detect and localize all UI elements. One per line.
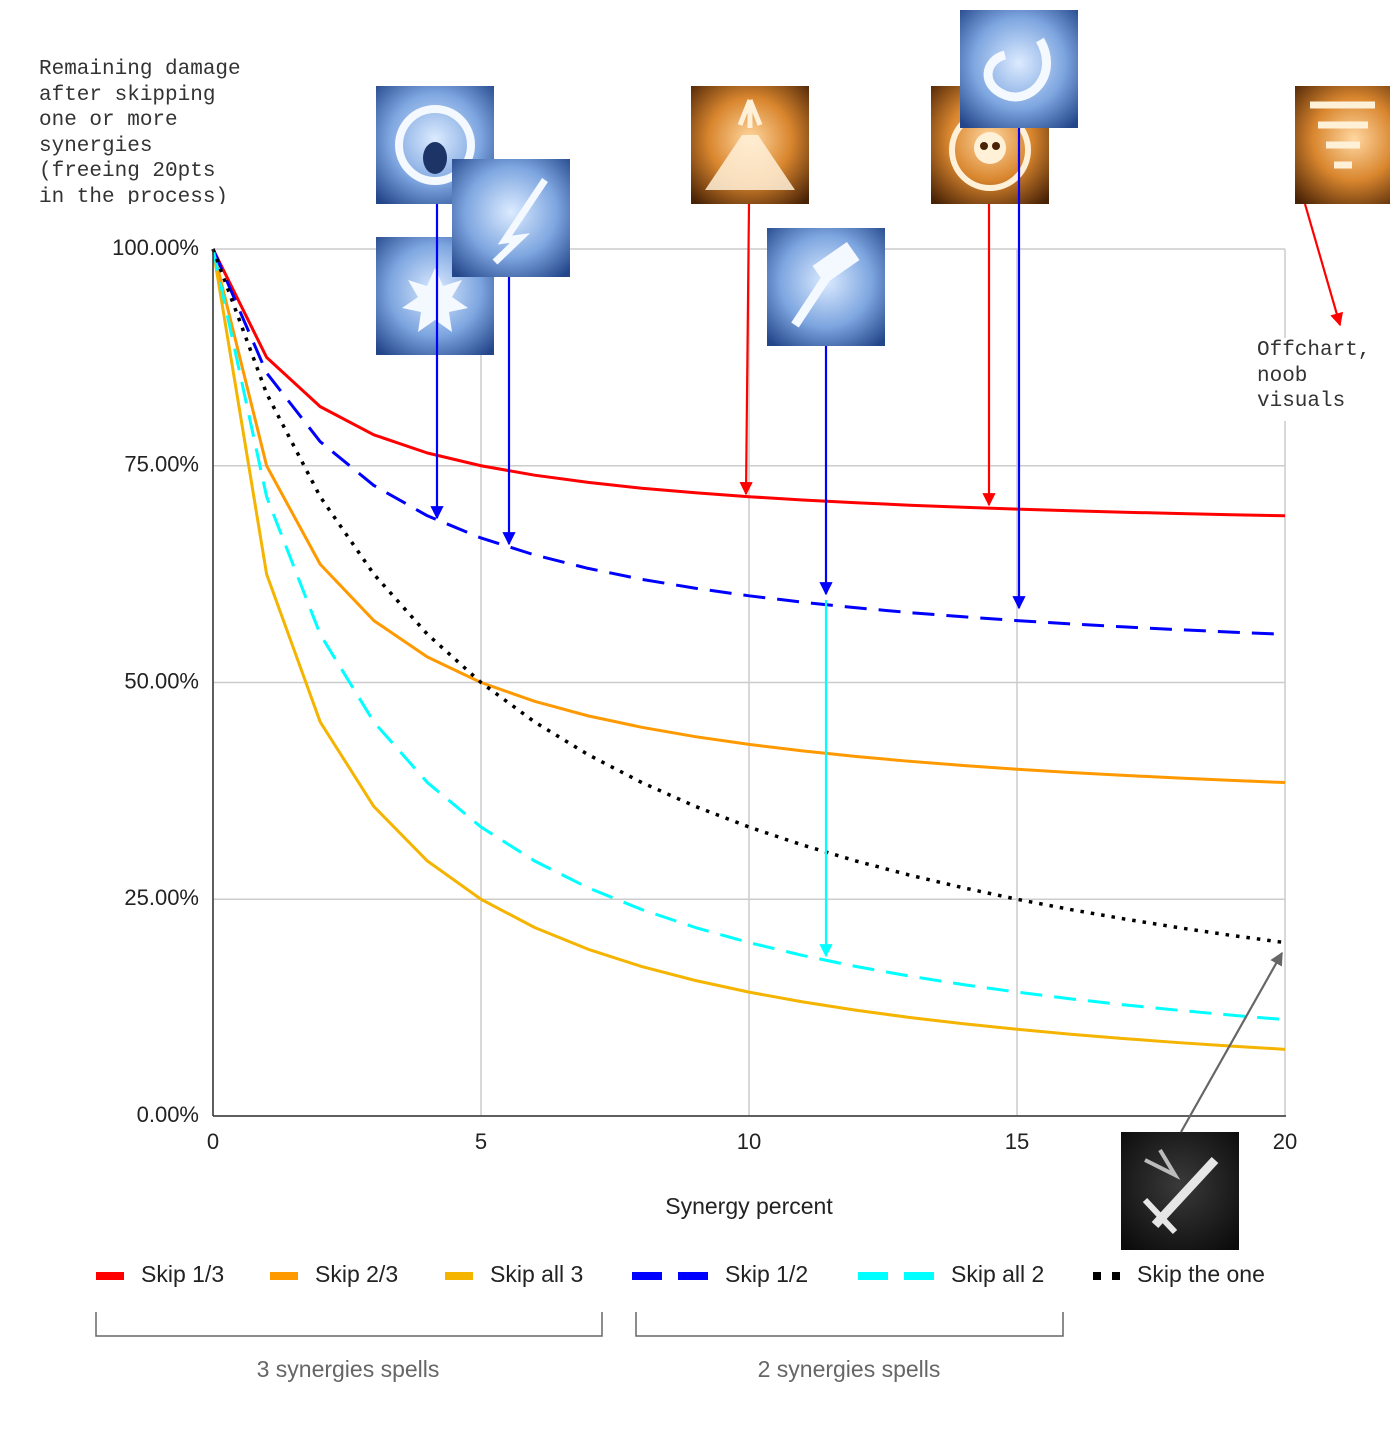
x-tick-label: 15 bbox=[1005, 1129, 1029, 1154]
series-line bbox=[211, 248, 1286, 518]
y-tick-label: 100.00% bbox=[112, 235, 199, 260]
legend-label: Skip all 3 bbox=[490, 1261, 583, 1287]
series-line bbox=[211, 248, 1286, 785]
series-line bbox=[211, 248, 1286, 1051]
plot-lines bbox=[211, 248, 1286, 1051]
group-label: 2 synergies spells bbox=[758, 1356, 941, 1382]
icon-hammer bbox=[767, 228, 885, 346]
grid bbox=[212, 248, 1286, 1117]
y-tick-label: 75.00% bbox=[124, 452, 199, 477]
annotation: Remaining damage after skipping one or m… bbox=[39, 58, 241, 204]
legend-label: Skip all 2 bbox=[951, 1261, 1044, 1287]
x-tick-label: 5 bbox=[475, 1129, 487, 1154]
legend-label: Skip 2/3 bbox=[315, 1261, 398, 1287]
x-tick-label: 0 bbox=[207, 1129, 219, 1154]
series-line bbox=[211, 248, 1286, 1022]
legend-label: Skip 1/2 bbox=[725, 1261, 808, 1287]
legend-label: Skip the one bbox=[1137, 1261, 1265, 1287]
y-tick-label: 25.00% bbox=[124, 885, 199, 910]
legend-label: Skip 1/3 bbox=[141, 1261, 224, 1287]
series-line bbox=[211, 248, 1286, 636]
x-tick-label: 10 bbox=[737, 1129, 761, 1154]
icon-lightning bbox=[452, 159, 570, 277]
y-tick-label: 0.00% bbox=[137, 1102, 199, 1127]
bracket bbox=[95, 1312, 603, 1337]
icon-tornado bbox=[1295, 86, 1390, 204]
x-tick-label: 20 bbox=[1273, 1129, 1297, 1154]
y-tick-label: 50.00% bbox=[124, 668, 199, 693]
icon-volcano bbox=[691, 86, 809, 204]
x-axis-title: Synergy percent bbox=[665, 1193, 833, 1219]
arrows bbox=[430, 128, 1344, 1133]
bracket bbox=[635, 1312, 1064, 1337]
legend: Skip 1/3 Skip 2/3 Skip all 3 Skip 1/2 Skip a… bbox=[96, 1261, 1265, 1287]
icon-sword bbox=[1121, 1132, 1239, 1250]
annotation: Offchart, noob visuals bbox=[1257, 338, 1384, 421]
group-label: 3 synergies spells bbox=[257, 1356, 440, 1382]
icon-fire-swirl bbox=[960, 10, 1078, 128]
series-line bbox=[211, 248, 1286, 945]
